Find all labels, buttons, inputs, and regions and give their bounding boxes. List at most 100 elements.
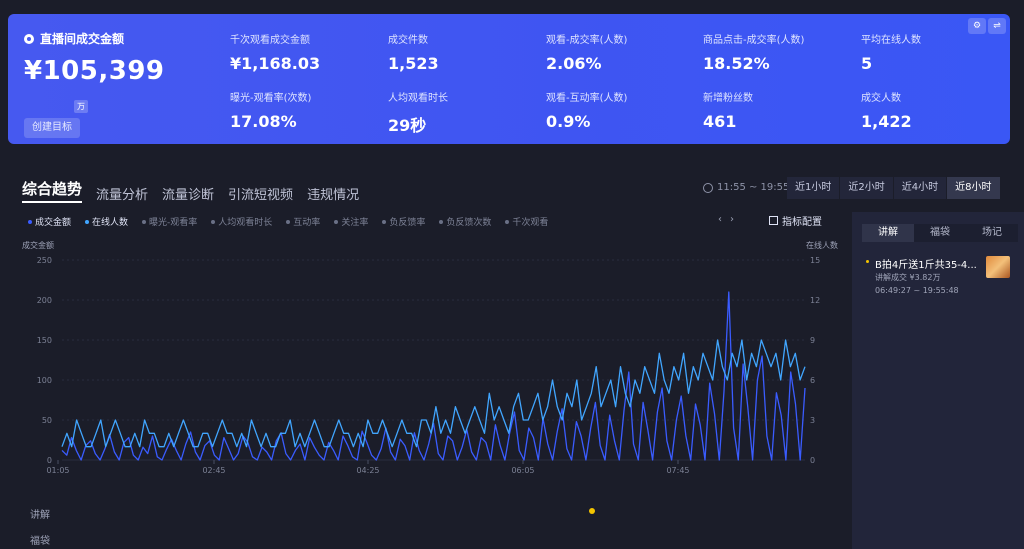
legend-label: 负反馈次数	[446, 218, 492, 228]
legend-swatch	[382, 219, 387, 224]
legend-label: 在线人数	[92, 218, 129, 228]
legend-label: 曝光-观看率	[149, 218, 198, 228]
legend-label: 负反馈率	[389, 218, 426, 228]
x-tick-label: 02:45	[202, 466, 225, 475]
x-tick-label: 07:45	[666, 466, 689, 475]
metric-label: 商品点击-成交率(人数)	[703, 35, 805, 46]
y-left-tick-label: 100	[37, 376, 52, 385]
series-line	[61, 291, 806, 461]
y-right-tick-label: 6	[810, 376, 815, 385]
legend-swatch	[505, 219, 510, 224]
metric-click-conversion: 商品点击-成交率(人数) 18.52%	[703, 31, 804, 73]
banner-title: 直播间成交金额	[24, 30, 124, 47]
kpi-banner: 直播间成交金额 ¥105,399 万 创建目标 ⚙ ⇌ 千次观看成交金额 ¥1,…	[8, 14, 1010, 144]
create-goal-button[interactable]: 创建目标	[24, 118, 80, 138]
lane-lucky-bag-label: 福袋	[30, 536, 50, 547]
metric-value: 1,422	[861, 112, 912, 131]
legend-label: 成交金额	[35, 218, 72, 228]
metric-new-fans: 新增粉丝数 461	[703, 89, 753, 131]
metric-exposure-view: 曝光-观看率(次数) 17.08%	[230, 89, 311, 131]
metric-label: 观看-成交率(人数)	[546, 35, 628, 46]
metric-label: 观看-互动率(人数)	[546, 93, 628, 104]
tab-log[interactable]: 场记	[982, 227, 1002, 238]
legend-label: 人均观看时长	[218, 218, 273, 228]
legend-label: 千次观看	[512, 218, 549, 228]
legend-swatch	[142, 219, 147, 224]
explain-sales: 讲解成交 ¥3.82万	[875, 273, 941, 282]
metric-value: 5	[861, 54, 873, 73]
metric-config-label: 指标配置	[782, 217, 822, 228]
legend-swatch	[28, 219, 32, 224]
metric-value: 1,523	[388, 54, 439, 73]
tab-traffic-diagnosis[interactable]: 流量诊断	[162, 188, 215, 203]
config-icon	[769, 216, 778, 225]
legend-item[interactable]: 人均观看时长	[207, 213, 276, 230]
metric-value: 461	[703, 112, 737, 131]
x-tick-label: 04:25	[356, 466, 379, 475]
legend-item[interactable]: 千次观看	[501, 213, 552, 230]
right-panel-tabs: 讲解 福袋 场记	[862, 224, 1018, 242]
time-range-text: 11:55 ~ 19:55	[717, 182, 790, 193]
legend-item[interactable]: 在线人数	[81, 213, 132, 230]
gmv-value: ¥105,399	[24, 56, 165, 86]
banner-tools: ⚙ ⇌	[968, 18, 1006, 34]
legend-item[interactable]: 负反馈次数	[435, 213, 495, 230]
range-8h-button[interactable]: 近8小时	[947, 177, 1000, 199]
metric-items-sold: 成交件数 1,523	[388, 31, 439, 73]
product-title: B拍4斤送1斤共35-4...	[875, 260, 977, 271]
metric-label: 成交人数	[861, 93, 901, 104]
metric-avg-online: 平均在线人数 5	[861, 31, 921, 73]
tab-explain[interactable]: 讲解	[862, 224, 914, 242]
legend-nav: ‹ ›	[718, 214, 734, 225]
y-left-tick-label: 200	[37, 296, 52, 305]
metric-label: 人均观看时长	[388, 93, 448, 104]
analysis-tabs: 综合趋势 流量分析 流量诊断 引流短视频 违规情况	[22, 178, 359, 203]
right-panel: 讲解 福袋 场记 B拍4斤送1斤共35-4... 讲解成交 ¥3.82万 06:…	[852, 212, 1024, 549]
tab-traffic-analysis[interactable]: 流量分析	[96, 188, 149, 203]
chart-legend: 成交金额 在线人数 曝光-观看率 人均观看时长 互动率 关注率 负反馈率 负反馈次数 千次观看	[24, 213, 552, 230]
trend-chart[interactable]: 0 50 100 150 200 250 0 3 6 9 12 15 成交金额 在线人数 01:05 02:4…	[0, 236, 848, 476]
range-4h-button[interactable]: 近4小时	[893, 177, 947, 199]
y-left-tick-label: 250	[37, 256, 52, 265]
y-right-tick-label: 12	[810, 296, 820, 305]
x-tick-label: 06:05	[511, 466, 534, 475]
legend-label: 互动率	[293, 218, 321, 228]
range-1h-button[interactable]: 近1小时	[787, 177, 840, 199]
product-thumbnail[interactable]	[986, 256, 1010, 278]
metric-label: 曝光-观看率(次数)	[230, 93, 312, 104]
legend-next-icon[interactable]: ›	[730, 214, 734, 225]
swap-icon[interactable]: ⇌	[988, 18, 1006, 34]
legend-swatch	[85, 219, 90, 224]
legend-item[interactable]: 互动率	[282, 213, 324, 230]
y-right-axis-title: 在线人数	[806, 240, 838, 250]
legend-item[interactable]: 关注率	[330, 213, 372, 230]
time-range: 11:55 ~ 19:55	[703, 182, 789, 193]
metric-watch-time: 人均观看时长 29秒	[388, 89, 448, 136]
tab-violations[interactable]: 违规情况	[307, 188, 360, 203]
metric-label: 平均在线人数	[861, 35, 921, 46]
metric-label: 成交件数	[388, 35, 428, 46]
tab-short-video[interactable]: 引流短视频	[228, 188, 294, 203]
metric-value: 18.52%	[703, 54, 770, 73]
legend-prev-icon[interactable]: ‹	[718, 214, 722, 225]
legend-item[interactable]: 曝光-观看率	[138, 213, 201, 230]
unit-badge: 万	[74, 100, 88, 113]
legend-swatch	[439, 219, 444, 224]
explain-time: 06:49:27 ~ 19:55:48	[875, 286, 959, 295]
tab-lucky-bag[interactable]: 福袋	[930, 227, 950, 238]
metric-config-button[interactable]: 指标配置	[769, 213, 822, 228]
legend-item[interactable]: 成交金额	[24, 213, 75, 230]
explain-marker[interactable]	[589, 508, 595, 514]
x-tick-label: 01:05	[46, 466, 69, 475]
target-icon	[24, 33, 34, 44]
range-2h-button[interactable]: 近2小时	[840, 177, 893, 199]
tab-overview[interactable]: 综合趋势	[22, 178, 83, 203]
range-selector: 近1小时 近2小时 近4小时 近8小时	[786, 177, 1000, 199]
metric-value: ¥1,168.03	[230, 54, 321, 73]
y-left-tick-label: 150	[37, 336, 52, 345]
y-left-axis-title: 成交金额	[22, 240, 54, 250]
settings-icon[interactable]: ⚙	[968, 18, 986, 34]
legend-item[interactable]: 负反馈率	[378, 213, 429, 230]
metric-buyers: 成交人数 1,422	[861, 89, 912, 131]
metric-value: 29秒	[388, 116, 427, 135]
